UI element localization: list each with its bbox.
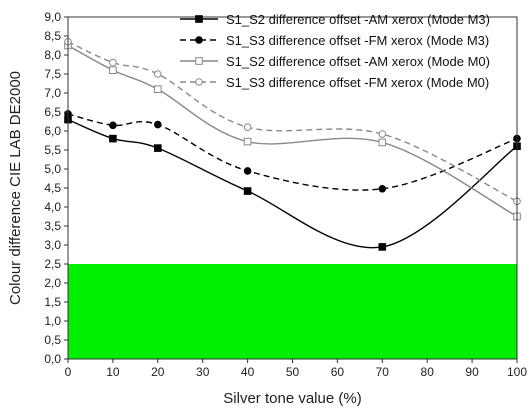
legend-swatch-marker-3	[195, 57, 203, 65]
series-line-4	[67, 41, 518, 202]
x-tick-label: 40	[241, 365, 255, 379]
y-tick-label: 3,5	[44, 219, 61, 233]
data-point-series-2	[378, 184, 387, 193]
series-line-1	[67, 118, 518, 249]
data-point-series-3	[154, 85, 162, 94]
x-tick-label: 20	[151, 365, 165, 379]
legend-label-3: S1_S2 difference offset -AM xerox (Mode …	[226, 54, 490, 69]
x-tick-label: 100	[507, 365, 527, 379]
data-point-series-4	[154, 70, 162, 78]
y-tick-label: 9,0	[44, 10, 61, 24]
y-tick-label: 5,5	[44, 143, 61, 157]
data-point-series-1	[243, 187, 252, 195]
data-point-series-4	[243, 123, 252, 131]
data-point-series-2	[243, 167, 252, 175]
x-tick-label: 60	[331, 365, 345, 379]
y-tick-label: 8,5	[44, 29, 61, 43]
x-tick-label: 30	[196, 365, 210, 379]
y-tick-label: 7,5	[44, 67, 61, 81]
y-tick-label: 6,0	[44, 124, 61, 138]
legend-swatch-marker-1	[195, 15, 203, 23]
data-point-series-3	[109, 66, 117, 75]
x-tick-label: 70	[376, 365, 390, 379]
y-axis-title: Colour difference CIE LAB DE2000	[7, 71, 24, 305]
y-tick-label: 0,5	[44, 333, 61, 347]
data-point-series-4	[109, 58, 117, 67]
legend-label-2: S1_S3 difference offset -FM xerox (Mode …	[226, 33, 489, 48]
x-axis-title: Silver tone value (%)	[223, 390, 361, 407]
y-tick-label: 4,0	[44, 200, 61, 214]
legend-label-1: S1_S2 difference offset -AM xerox (Mode …	[226, 12, 490, 27]
y-tick-label: 1,0	[44, 314, 61, 328]
legend-label-4: S1_S3 difference offset -FM xerox (Mode …	[226, 75, 489, 90]
series-line-3	[67, 44, 518, 218]
y-tick-label: 7,0	[44, 86, 61, 100]
data-point-series-3	[378, 138, 387, 147]
threshold-band	[68, 264, 517, 359]
data-point-series-1	[109, 134, 117, 143]
series-line-2	[67, 113, 518, 191]
x-tick-label: 50	[286, 365, 300, 379]
y-tick-label: 2,5	[44, 257, 61, 271]
y-tick-label: 3,0	[44, 238, 61, 252]
data-point-series-2	[109, 121, 117, 130]
y-tick-label: 4,5	[44, 181, 61, 195]
legend-swatch-marker-4	[195, 78, 203, 86]
x-tick-label: 0	[65, 365, 72, 379]
legend-swatch-marker-2	[195, 36, 203, 44]
x-tick-label: 80	[421, 365, 435, 379]
x-tick-label: 10	[106, 365, 120, 379]
y-tick-label: 1,5	[44, 295, 61, 309]
y-tick-label: 5,0	[44, 162, 61, 176]
data-point-series-1	[378, 243, 387, 251]
data-point-series-3	[243, 137, 252, 146]
data-point-series-2	[154, 120, 162, 129]
data-point-series-1	[154, 144, 162, 152]
data-point-series-4	[378, 130, 387, 138]
y-tick-label: 0,0	[44, 352, 61, 366]
y-tick-label: 8,0	[44, 48, 61, 62]
y-tick-label: 2,0	[44, 276, 61, 290]
x-tick-label: 90	[465, 365, 479, 379]
y-tick-label: 6,5	[44, 105, 61, 119]
